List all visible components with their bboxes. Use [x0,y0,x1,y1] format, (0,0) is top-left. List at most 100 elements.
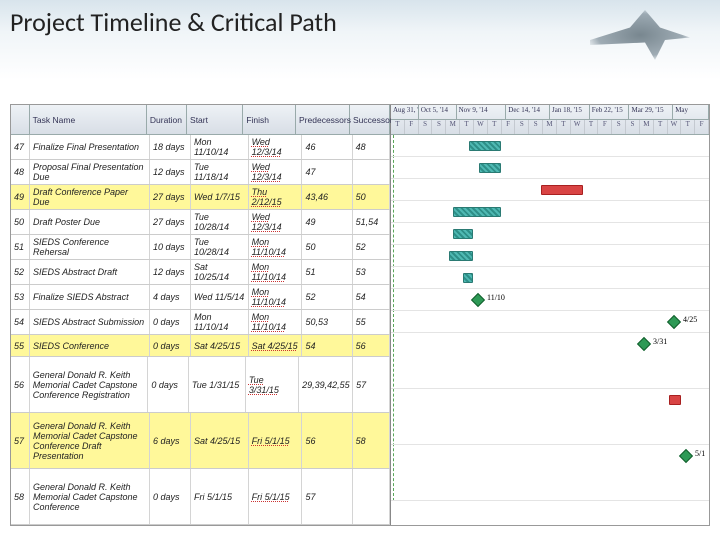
table-row[interactable]: 47Finalize Final Presentation18 daysMon … [11,135,390,160]
cell-start: Tue 10/28/14 [191,235,249,259]
col-duration[interactable]: Duration [147,105,187,134]
task-bar[interactable] [449,251,473,261]
milestone-diamond[interactable] [471,293,485,307]
table-row[interactable]: 50Draft Poster Due27 daysTue 10/28/14Wed… [11,210,390,235]
month-header: Dec 14, '14 [506,105,550,120]
cell-start: Wed 11/5/14 [191,285,249,309]
cell-pred: 51 [302,260,352,284]
day-header: S [515,120,529,135]
gantt-row [391,223,709,245]
cell-id: 56 [11,357,30,412]
cell-taskname: Draft Conference Paper Due [30,185,150,209]
critical-bar[interactable] [541,185,583,195]
day-header: F [502,120,516,135]
gantt-row: 3/31 [391,333,709,389]
cell-succ: 56 [353,335,390,356]
cell-finish: Mon 11/10/14 [249,235,303,259]
cell-finish: Wed 12/3/14 [249,210,303,234]
col-successors[interactable]: Successors [350,105,390,134]
cell-id: 52 [11,260,30,284]
cell-finish: Sat 4/25/15 [249,335,303,356]
day-header: T [585,120,599,135]
cell-start: Wed 1/7/15 [191,185,249,209]
table-row[interactable]: 54SIEDS Abstract Submission0 daysMon 11/… [11,310,390,335]
month-header: May [673,105,709,120]
cell-duration: 0 days [150,469,191,524]
cell-taskname: General Donald R. Keith Memorial Cadet C… [30,469,150,524]
milestone-diamond[interactable] [667,315,681,329]
cell-id: 53 [11,285,30,309]
cell-duration: 18 days [150,135,191,159]
cell-finish: Tue 3/31/15 [246,357,299,412]
table-row[interactable]: 48Proposal Final Presentation Due12 days… [11,160,390,185]
day-header: M [640,120,654,135]
table-row[interactable]: 53Finalize SIEDS Abstract4 daysWed 11/5/… [11,285,390,310]
task-bar[interactable] [469,141,501,151]
table-row[interactable]: 51SIEDS Conference Rehersal10 daysTue 10… [11,235,390,260]
cell-finish: Mon 11/10/14 [249,310,303,334]
cell-taskname: Draft Poster Due [30,210,150,234]
table-row[interactable]: 52SIEDS Abstract Draft12 daysSat 10/25/1… [11,260,390,285]
milestone-label: 3/31 [653,337,667,346]
col-predecessors[interactable]: Predecessors [296,105,350,134]
gantt-row [391,179,709,201]
cell-pred: 54 [302,335,352,356]
cell-succ: 48 [353,135,390,159]
col-start[interactable]: Start [187,105,243,134]
milestone-label: 4/25 [683,315,697,324]
col-id[interactable] [11,105,30,134]
day-header: F [405,120,419,135]
cell-succ: 52 [353,235,390,259]
cell-duration: 4 days [150,285,191,309]
cell-pred: 57 [302,469,352,524]
cell-duration: 12 days [150,260,191,284]
milestone-diamond[interactable] [637,337,651,351]
table-row[interactable]: 55SIEDS Conference0 daysSat 4/25/15Sat 4… [11,335,390,357]
cell-taskname: SIEDS Abstract Draft [30,260,150,284]
cell-finish: Fri 5/1/15 [249,413,303,468]
gantt-row [391,389,709,445]
milestone-diamond[interactable] [679,449,693,463]
cell-duration: 10 days [150,235,191,259]
day-header: W [571,120,585,135]
cell-id: 48 [11,160,30,184]
table-row[interactable]: 57General Donald R. Keith Memorial Cadet… [11,413,390,469]
cell-pred: 52 [302,285,352,309]
cell-id: 49 [11,185,30,209]
task-table: Task Name Duration Start Finish Predeces… [11,105,391,525]
day-header: S [612,120,626,135]
day-header: S [419,120,433,135]
cell-id: 58 [11,469,30,524]
cell-succ: 57 [353,357,390,412]
table-row[interactable]: 58General Donald R. Keith Memorial Cadet… [11,469,390,525]
cell-start: Mon 11/10/14 [191,135,249,159]
day-header: T [460,120,474,135]
task-bar[interactable] [453,229,473,239]
cell-pred: 50,53 [302,310,352,334]
timeline-panel: Aug 31, '14Oct 5, '14Nov 9, '14Dec 14, '… [391,105,709,525]
day-header: W [668,120,682,135]
cell-succ: 53 [353,260,390,284]
day-header: M [543,120,557,135]
cell-id: 54 [11,310,30,334]
gantt-row: 5/1 [391,445,709,501]
cell-succ [353,160,390,184]
col-finish[interactable]: Finish [243,105,296,134]
gantt-row [391,267,709,289]
timeline-header: Aug 31, '14Oct 5, '14Nov 9, '14Dec 14, '… [391,105,709,135]
cell-taskname: Finalize Final Presentation [30,135,150,159]
table-row[interactable]: 56General Donald R. Keith Memorial Cadet… [11,357,390,413]
cell-taskname: SIEDS Conference [30,335,150,356]
table-row[interactable]: 49Draft Conference Paper Due27 daysWed 1… [11,185,390,210]
task-bar[interactable] [463,273,473,283]
slide-header: Project Timeline & Critical Path [0,0,720,80]
critical-bar[interactable] [669,395,681,405]
day-header: T [488,120,502,135]
task-bar[interactable] [453,207,501,217]
cell-duration: 27 days [150,185,191,209]
gantt-row [391,201,709,223]
task-bar[interactable] [479,163,501,173]
col-taskname[interactable]: Task Name [30,105,147,134]
cell-finish: Wed 12/3/14 [249,160,303,184]
gantt-row [391,245,709,267]
